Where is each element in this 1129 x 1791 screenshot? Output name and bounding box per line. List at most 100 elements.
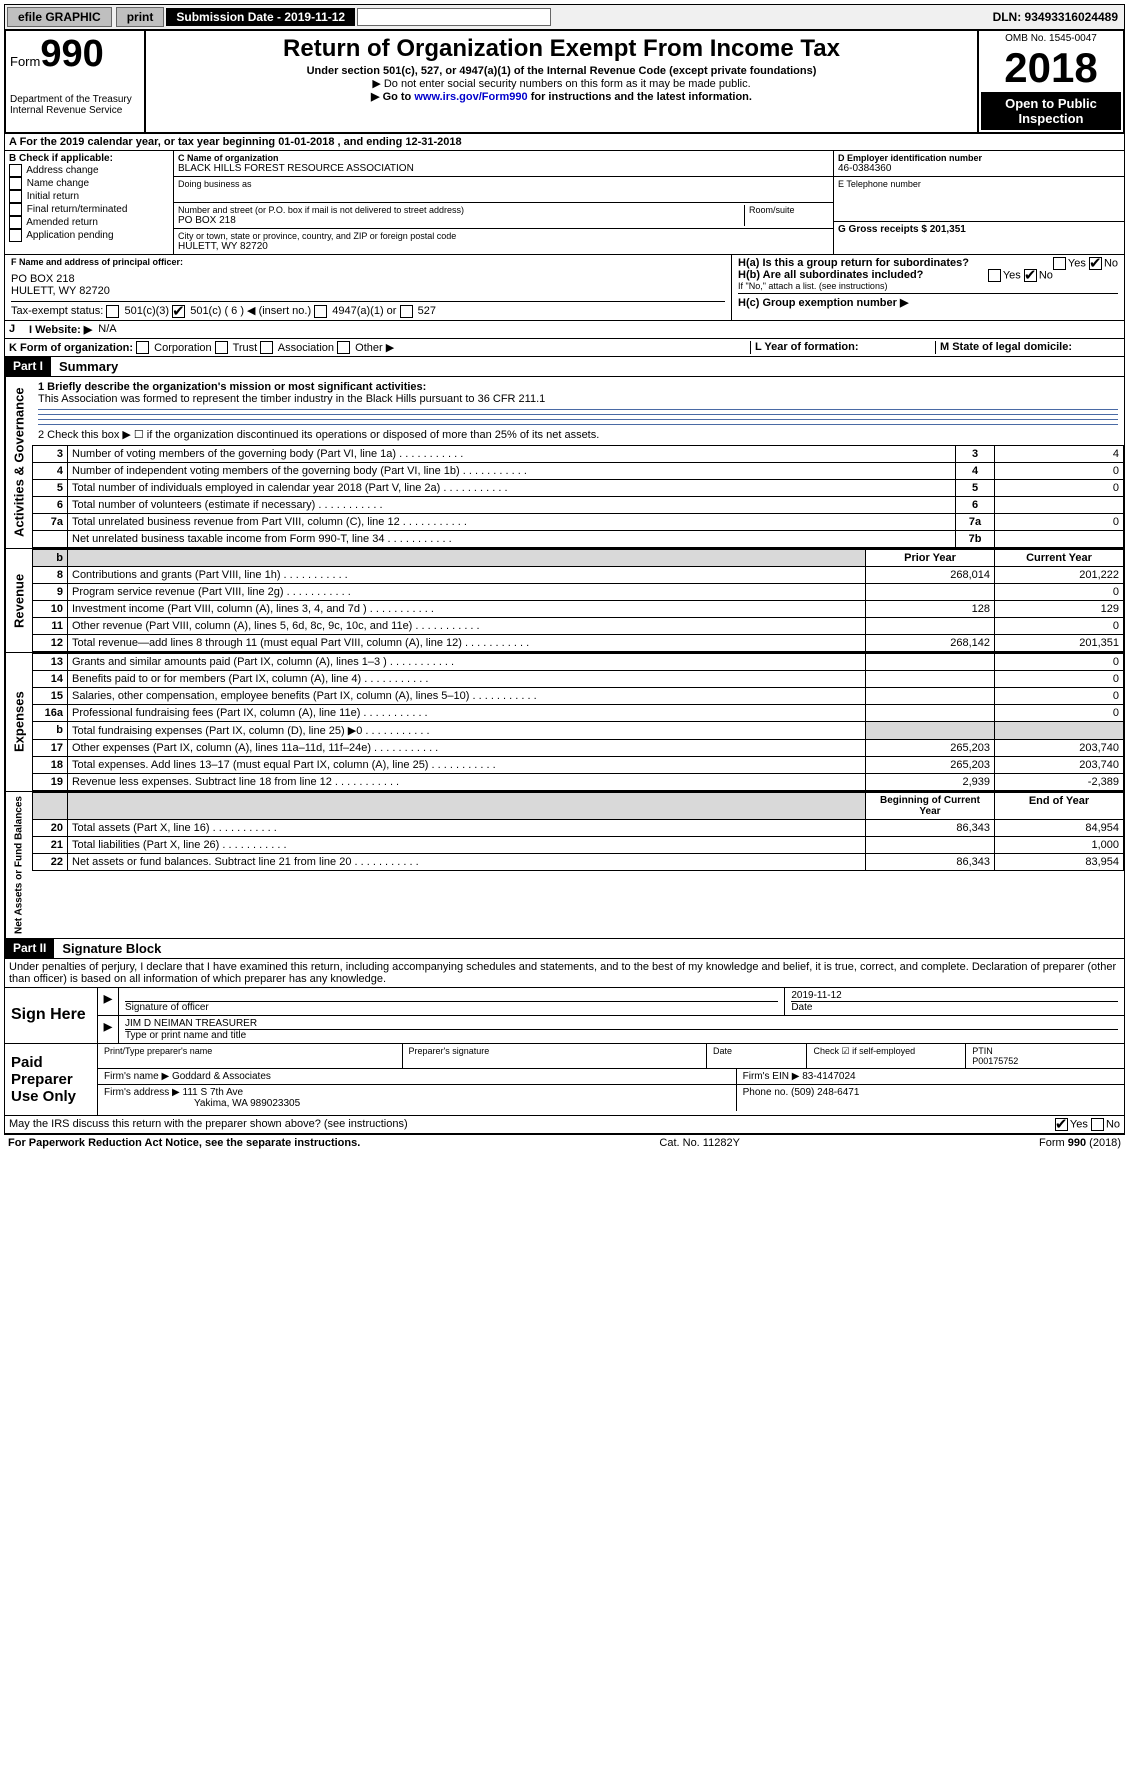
chk-final[interactable]: Final return/terminated bbox=[9, 203, 169, 216]
ha-yes[interactable] bbox=[1053, 257, 1066, 270]
box-e-label: E Telephone number bbox=[838, 179, 1120, 189]
q2-label: 2 Check this box ▶ ☐ if the organization… bbox=[38, 428, 1118, 441]
prep-name-label: Print/Type preparer's name bbox=[98, 1044, 403, 1068]
declaration: Under penalties of perjury, I declare th… bbox=[4, 959, 1125, 988]
dba-label: Doing business as bbox=[178, 179, 829, 189]
row-ij: J I Website: ▶ N/A bbox=[4, 321, 1125, 339]
box-i-label: I Website: ▶ bbox=[29, 323, 92, 336]
form-subtitle: Under section 501(c), 527, or 4947(a)(1)… bbox=[152, 65, 971, 77]
netassets-table: Beginning of Current YearEnd of Year20To… bbox=[32, 792, 1124, 871]
part1-title: Summary bbox=[51, 357, 126, 376]
chk-pending[interactable]: Application pending bbox=[9, 229, 169, 242]
section-fh: F Name and address of principal officer:… bbox=[4, 255, 1125, 321]
chk-address[interactable]: Address change bbox=[9, 164, 169, 177]
prep-date-label: Date bbox=[707, 1044, 807, 1068]
paid-label: Paid Preparer Use Only bbox=[5, 1044, 98, 1115]
q1-label: 1 Briefly describe the organization's mi… bbox=[38, 381, 1118, 393]
firm-phone: Phone no. (509) 248-6471 bbox=[737, 1085, 1124, 1111]
paid-block: Paid Preparer Use Only Print/Type prepar… bbox=[4, 1044, 1125, 1116]
chk-initial[interactable]: Initial return bbox=[9, 190, 169, 203]
chk-assoc[interactable] bbox=[260, 341, 273, 354]
part1-header: Part I bbox=[5, 357, 51, 376]
sign-here-label: Sign Here bbox=[5, 988, 98, 1043]
vert-revenue: Revenue bbox=[5, 549, 32, 652]
chk-name[interactable]: Name change bbox=[9, 177, 169, 190]
chk-501c3[interactable] bbox=[106, 305, 119, 318]
box-k-label: K Form of organization: bbox=[9, 342, 133, 354]
may-irs-row: May the IRS discuss this return with the… bbox=[4, 1116, 1125, 1134]
netassets-section: Net Assets or Fund Balances Beginning of… bbox=[4, 792, 1125, 939]
governance-table: 3Number of voting members of the governi… bbox=[32, 445, 1124, 548]
box-j: J bbox=[9, 323, 29, 336]
sign-block: Sign Here ▸ Signature of officer 2019-11… bbox=[4, 988, 1125, 1044]
box-h-note: If "No," attach a list. (see instruction… bbox=[738, 281, 1118, 291]
form990-link[interactable]: www.irs.gov/Form990 bbox=[414, 91, 527, 103]
chk-corp[interactable] bbox=[136, 341, 149, 354]
part2-header-row: Part II Signature Block bbox=[4, 939, 1125, 959]
prep-self-label: Check ☑ if self-employed bbox=[807, 1044, 966, 1068]
form-header: Form990 Department of the Treasury Inter… bbox=[4, 30, 1125, 134]
tax-status-label: Tax-exempt status: bbox=[11, 305, 103, 317]
ein: 46-0384360 bbox=[838, 163, 1120, 174]
top-bar: efile GRAPHIC print Submission Date - 20… bbox=[4, 4, 1125, 30]
part2-title: Signature Block bbox=[54, 939, 169, 958]
box-ha: H(a) Is this a group return for subordin… bbox=[738, 257, 1118, 269]
city-label: City or town, state or province, country… bbox=[178, 231, 829, 241]
box-m: M State of legal domicile: bbox=[935, 341, 1120, 355]
box-l: L Year of formation: bbox=[750, 341, 935, 355]
street-address: PO BOX 218 bbox=[178, 215, 744, 226]
expenses-table: 13Grants and similar amounts paid (Part … bbox=[32, 653, 1124, 791]
ptin: PTINP00175752 bbox=[966, 1044, 1124, 1068]
arrow-icon: ▸ bbox=[98, 988, 119, 1015]
hb-yes[interactable] bbox=[988, 269, 1001, 282]
section-bcdefg: B Check if applicable: Address change Na… bbox=[4, 151, 1125, 255]
firm-ein: Firm's EIN ▶ 83-4147024 bbox=[737, 1069, 1124, 1084]
chk-527[interactable] bbox=[400, 305, 413, 318]
date-label: Date bbox=[791, 1001, 1118, 1013]
irs-label: Internal Revenue Service bbox=[10, 105, 140, 116]
vert-netassets: Net Assets or Fund Balances bbox=[5, 792, 32, 938]
print-btn[interactable]: print bbox=[116, 7, 165, 27]
efile-btn[interactable]: efile GRAPHIC bbox=[7, 7, 112, 27]
dept-label: Department of the Treasury bbox=[10, 94, 140, 105]
row-klm: K Form of organization: Corporation Trus… bbox=[4, 339, 1125, 358]
vert-governance: Activities & Governance bbox=[5, 377, 32, 548]
chk-501c[interactable] bbox=[172, 305, 185, 318]
officer-addr1: PO BOX 218 bbox=[11, 273, 725, 285]
hb-no[interactable] bbox=[1024, 269, 1037, 282]
chk-4947[interactable] bbox=[314, 305, 327, 318]
part1-header-row: Part I Summary bbox=[4, 357, 1125, 377]
city-state-zip: HULETT, WY 82720 bbox=[178, 241, 829, 252]
officer-name: JIM D NEIMAN TREASURER bbox=[125, 1018, 1118, 1029]
arrow-icon: ▸ bbox=[98, 1016, 119, 1043]
chk-other[interactable] bbox=[337, 341, 350, 354]
footer: For Paperwork Reduction Act Notice, see … bbox=[4, 1134, 1125, 1151]
dln: DLN: 93493316024489 bbox=[993, 10, 1124, 24]
sig-date: 2019-11-12 bbox=[791, 990, 1118, 1001]
addr-label: Number and street (or P.O. box if mail i… bbox=[178, 205, 744, 215]
form-title: Return of Organization Exempt From Incom… bbox=[152, 35, 971, 63]
ha-no[interactable] bbox=[1089, 257, 1102, 270]
vert-expenses: Expenses bbox=[5, 653, 32, 791]
box-c-label: C Name of organization bbox=[178, 153, 829, 163]
dropdown[interactable] bbox=[357, 8, 551, 26]
pra-notice: For Paperwork Reduction Act Notice, see … bbox=[8, 1137, 360, 1149]
chk-trust[interactable] bbox=[215, 341, 228, 354]
website: N/A bbox=[98, 323, 116, 336]
governance-section: Activities & Governance 1 Briefly descri… bbox=[4, 377, 1125, 549]
line-a: A For the 2019 calendar year, or tax yea… bbox=[4, 134, 1125, 151]
box-d-label: D Employer identification number bbox=[838, 153, 1120, 163]
may-irs-text: May the IRS discuss this return with the… bbox=[9, 1118, 408, 1131]
firm-name: Firm's name ▶ Goddard & Associates bbox=[98, 1069, 737, 1084]
revenue-section: Revenue bPrior YearCurrent Year8Contribu… bbox=[4, 549, 1125, 653]
note-ssn: ▶ Do not enter social security numbers o… bbox=[152, 77, 971, 90]
prep-sig-label: Preparer's signature bbox=[403, 1044, 708, 1068]
may-irs-no[interactable] bbox=[1091, 1118, 1104, 1131]
box-hb: H(b) Are all subordinates included? Yes … bbox=[738, 269, 1118, 281]
expenses-section: Expenses 13Grants and similar amounts pa… bbox=[4, 653, 1125, 792]
open-public: Open to Public Inspection bbox=[981, 92, 1121, 130]
box-g: G Gross receipts $ 201,351 bbox=[834, 222, 1124, 237]
chk-amended[interactable]: Amended return bbox=[9, 216, 169, 229]
may-irs-yes[interactable] bbox=[1055, 1118, 1068, 1131]
revenue-table: bPrior YearCurrent Year8Contributions an… bbox=[32, 549, 1124, 652]
